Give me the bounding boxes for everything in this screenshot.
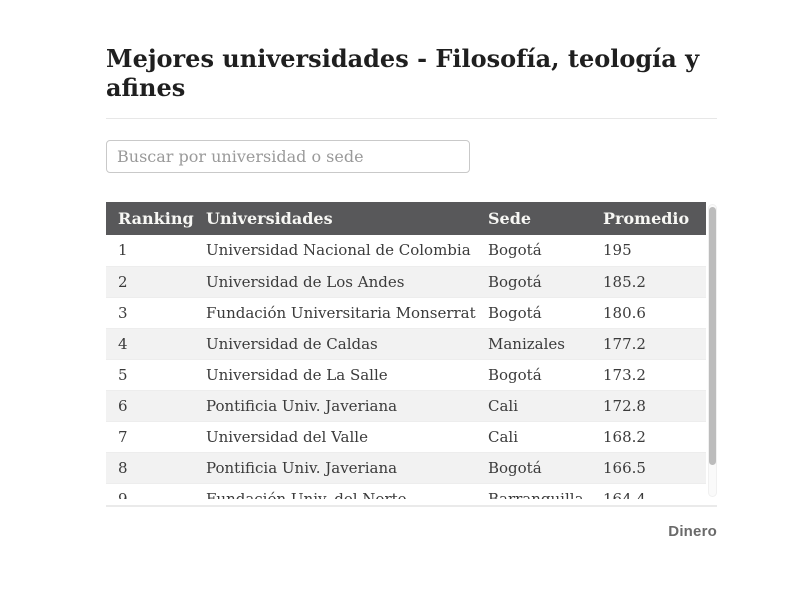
scrollbar-thumb[interactable] bbox=[709, 207, 716, 465]
cell-sede: Bogotá bbox=[476, 266, 591, 298]
table-row: 3 Fundación Universitaria Monserrate Bogot… bbox=[106, 297, 706, 329]
cell-sede: Bogotá bbox=[476, 297, 591, 329]
cell-ranking: 9 bbox=[106, 483, 194, 499]
column-header-universidades: Universidades bbox=[194, 202, 476, 235]
cell-universidad: Pontificia Univ. Javeriana bbox=[194, 452, 476, 484]
cell-promedio: 180.6 bbox=[591, 297, 706, 329]
table-row: 5 Universidad de La Salle Bogotá 173.2 bbox=[106, 359, 706, 391]
table-header-row: Ranking Universidades Sede Promedio bbox=[106, 202, 706, 235]
cell-sede: Bogotá bbox=[476, 359, 591, 391]
table-body: 1 Universidad Nacional de Colombia Bogotá 1… bbox=[106, 235, 706, 499]
cell-sede: Cali bbox=[476, 390, 591, 422]
widget-container: Mejores universidades - Filosofía, teolo… bbox=[106, 0, 717, 540]
column-header-ranking: Ranking bbox=[106, 202, 194, 235]
cell-promedio: 195 bbox=[591, 235, 706, 267]
table-row: 1 Universidad Nacional de Colombia Bogotá 1… bbox=[106, 235, 706, 267]
cell-ranking: 4 bbox=[106, 328, 194, 360]
cell-promedio: 173.2 bbox=[591, 359, 706, 391]
cell-universidad: Universidad de Caldas bbox=[194, 328, 476, 360]
cell-promedio: 166.5 bbox=[591, 452, 706, 484]
universities-table: Ranking Universidades Sede Promedio 1 Uni… bbox=[106, 202, 706, 499]
cell-universidad: Fundación Univ. del Norte bbox=[194, 483, 476, 499]
cell-ranking: 5 bbox=[106, 359, 194, 391]
table-row: 2 Universidad de Los Andes Bogotá 185.2 bbox=[106, 266, 706, 298]
table-scroll-area[interactable]: Ranking Universidades Sede Promedio 1 Uni… bbox=[106, 202, 706, 499]
search-input[interactable] bbox=[106, 140, 470, 173]
table-row: 9 Fundación Univ. del Norte Barranquilla 16… bbox=[106, 483, 706, 499]
cell-universidad: Fundación Universitaria Monserrate bbox=[194, 297, 476, 329]
cell-promedio: 168.2 bbox=[591, 421, 706, 453]
cell-universidad: Pontificia Univ. Javeriana bbox=[194, 390, 476, 422]
cell-ranking: 3 bbox=[106, 297, 194, 329]
cell-promedio: 172.8 bbox=[591, 390, 706, 422]
table-row: 4 Universidad de Caldas Manizales 177.2 bbox=[106, 328, 706, 360]
cell-sede: Bogotá bbox=[476, 235, 591, 267]
cell-sede: Manizales bbox=[476, 328, 591, 360]
cell-ranking: 2 bbox=[106, 266, 194, 298]
brand-logo: Dinero bbox=[668, 523, 717, 540]
page-title: Mejores universidades - Filosofía, teolo… bbox=[106, 44, 700, 102]
table-scrollbar[interactable] bbox=[708, 204, 717, 497]
ranking-table: Ranking Universidades Sede Promedio 1 Uni… bbox=[106, 202, 717, 499]
cell-ranking: 1 bbox=[106, 235, 194, 267]
cell-universidad: Universidad de Los Andes bbox=[194, 266, 476, 298]
table-row: 8 Pontificia Univ. Javeriana Bogotá 166.5 bbox=[106, 452, 706, 484]
cell-ranking: 8 bbox=[106, 452, 194, 484]
cell-universidad: Universidad de La Salle bbox=[194, 359, 476, 391]
cell-sede: Bogotá bbox=[476, 452, 591, 484]
cell-ranking: 6 bbox=[106, 390, 194, 422]
table-row: 6 Pontificia Univ. Javeriana Cali 172.8 bbox=[106, 390, 706, 422]
cell-promedio: 185.2 bbox=[591, 266, 706, 298]
title-divider bbox=[106, 118, 717, 119]
cell-promedio: 164.4 bbox=[591, 483, 706, 499]
cell-ranking: 7 bbox=[106, 421, 194, 453]
cell-universidad: Universidad del Valle bbox=[194, 421, 476, 453]
footer-divider bbox=[106, 505, 717, 507]
cell-sede: Barranquilla bbox=[476, 483, 591, 499]
cell-sede: Cali bbox=[476, 421, 591, 453]
column-header-sede: Sede bbox=[476, 202, 591, 235]
cell-promedio: 177.2 bbox=[591, 328, 706, 360]
column-header-promedio: Promedio bbox=[591, 202, 706, 235]
cell-universidad: Universidad Nacional de Colombia bbox=[194, 235, 476, 267]
table-row: 7 Universidad del Valle Cali 168.2 bbox=[106, 421, 706, 453]
